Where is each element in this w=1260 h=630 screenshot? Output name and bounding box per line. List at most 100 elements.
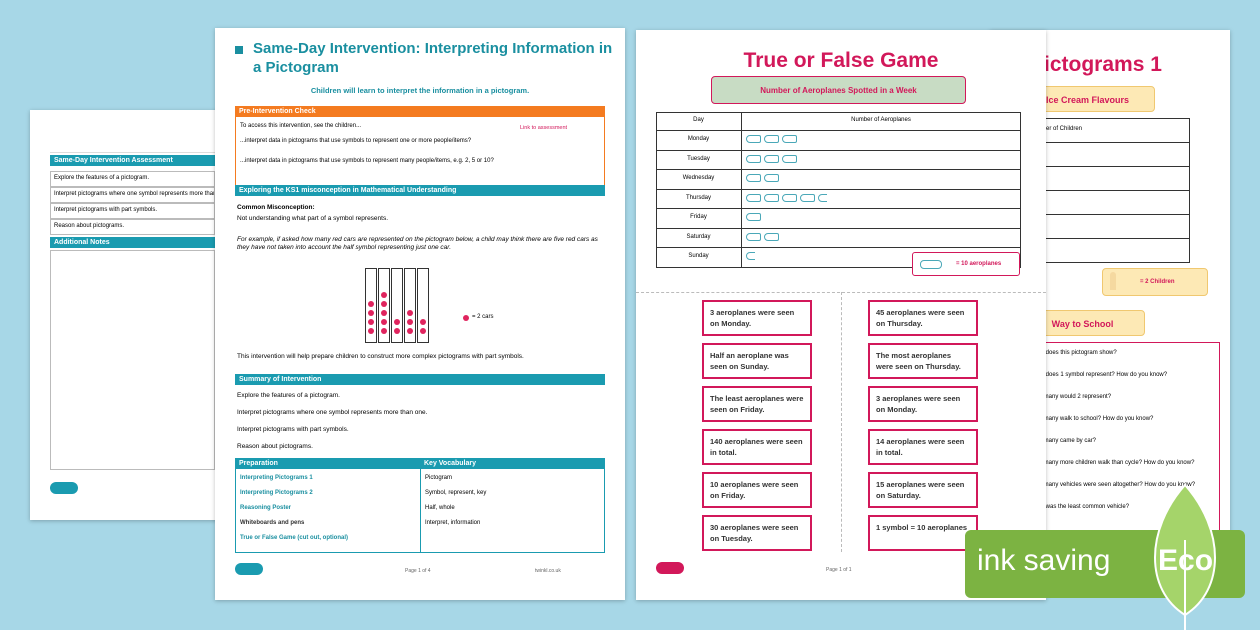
row-line — [656, 247, 1021, 248]
prep-item: Interpreting Pictograms 1 — [240, 475, 313, 481]
pictogram-dot — [420, 328, 426, 334]
pictogram-dot — [394, 319, 400, 325]
check-box — [235, 106, 605, 186]
plane-icon — [746, 193, 761, 202]
pictogram-dot — [368, 319, 374, 325]
badge-eco: Eco — [1158, 544, 1214, 577]
card: 30 aeroplanes were seen on Tuesday. — [702, 515, 812, 551]
pictogram-dot — [368, 301, 374, 307]
table-row: Explore the features of a pictogram. — [50, 171, 215, 187]
pictogram-dot — [407, 310, 413, 316]
logo — [656, 562, 684, 574]
plane-icon — [746, 154, 761, 163]
card: 45 aeroplanes were seen on Thursday. — [868, 300, 978, 336]
title: Same-Day Intervention: Interpreting Info… — [253, 40, 613, 76]
pictogram-dot — [407, 328, 413, 334]
day-label: Saturday — [686, 233, 711, 240]
symbol-group — [746, 232, 782, 243]
key-box — [1102, 268, 1208, 296]
key-icon — [1110, 272, 1116, 290]
prep-item: Reasoning Poster — [240, 505, 292, 511]
pictogram-dot — [368, 310, 374, 316]
summary-item: Interpret pictograms where one symbol re… — [237, 409, 428, 416]
assessment-page: Same-Day Intervention Assessment Explore … — [30, 110, 230, 520]
key-dot — [463, 315, 469, 321]
key-box — [912, 252, 1020, 276]
subtitle: Children will learn to interpret the inf… — [310, 86, 530, 95]
question: How many vehicles were seen altogether? … — [1030, 482, 1196, 488]
vocab-item: Interpret, information — [425, 520, 481, 526]
misconception-label: Common Misconception: — [237, 204, 315, 211]
game-page: True or False Game Number of Aeroplanes S… — [636, 30, 1046, 600]
col-divider — [741, 112, 742, 268]
table-row: Reason about pictograms. — [50, 219, 215, 235]
symbol-group — [746, 154, 800, 165]
pictogram-dot — [381, 301, 387, 307]
symbol-group — [746, 134, 800, 145]
table-divider — [420, 458, 421, 553]
row-line — [656, 130, 1021, 131]
title: True or False Game — [743, 49, 939, 72]
notes-header: Additional Notes — [50, 237, 215, 248]
subtitle: Number of Aeroplanes Spotted in a Week — [711, 76, 966, 104]
plane-icon — [818, 193, 827, 202]
plane-icon — [746, 232, 761, 241]
symbol-group — [746, 173, 782, 184]
day-label: Monday — [687, 136, 710, 142]
summary-item: Reason about pictograms. — [237, 443, 313, 450]
footer: Page 1 of 1 — [826, 567, 852, 573]
check-header: Pre-Intervention Check — [235, 106, 605, 117]
day-label: Tuesday — [687, 155, 710, 162]
key-text: = 10 aeroplanes — [956, 261, 1002, 267]
pictogram-dot — [368, 328, 374, 334]
symbol-group — [746, 251, 755, 262]
day-label: Friday — [690, 214, 707, 220]
check-intro: To access this intervention, see the chi… — [240, 123, 362, 129]
card: 14 aeroplanes were seen in total. — [868, 429, 978, 465]
key-text: = 2 Children — [1140, 279, 1175, 285]
logo — [50, 482, 78, 494]
row-line — [1020, 142, 1190, 143]
cut-line — [841, 292, 842, 552]
table — [656, 112, 1021, 268]
rule — [50, 152, 230, 153]
pictogram-dot — [381, 328, 387, 334]
plane-icon — [782, 193, 797, 202]
plane-icon — [782, 135, 797, 143]
misconception-header: Exploring the KS1 misconception in Mathe… — [235, 185, 605, 196]
pictogram-dot — [381, 319, 387, 325]
card: The most aeroplanes were seen on Thursda… — [868, 343, 978, 379]
card: Half an aeroplane was seen on Sunday. — [702, 343, 812, 379]
vocab-item: Pictogram — [425, 475, 453, 481]
pictogram-column — [378, 268, 390, 343]
pictogram-column — [365, 268, 377, 343]
row-line — [1020, 166, 1190, 167]
row-line — [1020, 238, 1190, 239]
symbol-group — [746, 212, 764, 223]
summary-header: Summary of Intervention — [235, 374, 605, 385]
title: Pictograms 1 — [1030, 53, 1162, 76]
plane-icon — [764, 154, 779, 163]
misconception-text: Not understanding what part of a symbol … — [237, 215, 389, 222]
row-line — [656, 188, 1021, 190]
badge-graphic — [965, 483, 1245, 630]
row-line — [656, 149, 1021, 151]
eco-badge: ink saving Eco — [965, 480, 1250, 630]
example: For example, if asked how many red cars … — [237, 236, 598, 252]
prep-item: Whiteboards and pens — [240, 520, 305, 526]
question: What does this pictogram show? — [1030, 350, 1117, 356]
plane-icon — [800, 193, 815, 202]
question: How many walk to school? How do you know… — [1030, 416, 1154, 422]
plane-icon — [782, 154, 797, 163]
prep-item: True or False Game (cut out, optional) — [240, 535, 349, 541]
pictogram-column — [417, 268, 429, 343]
card: 140 aeroplanes were seen in total. — [702, 429, 812, 465]
day-label: Sunday — [688, 253, 709, 259]
prep-item: Interpreting Pictograms 2 — [240, 490, 313, 496]
footer-right: twinkl.co.uk — [535, 568, 561, 574]
question: How many came by car? — [1030, 438, 1097, 444]
row-line — [656, 169, 1021, 170]
question: What was the least common vehicle? — [1030, 504, 1130, 510]
plane-icon — [764, 232, 779, 241]
row-line — [1020, 190, 1190, 191]
